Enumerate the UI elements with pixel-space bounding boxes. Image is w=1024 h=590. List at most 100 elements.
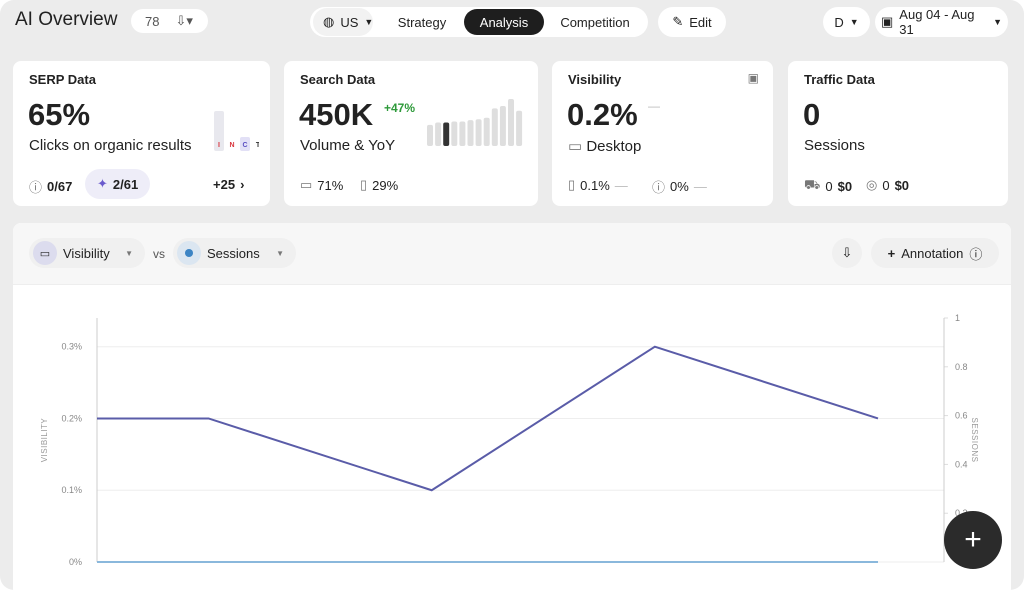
stat: ⛟ 0 $0 bbox=[804, 177, 852, 195]
caption-text: Desktop bbox=[586, 138, 642, 155]
icon: ▼ bbox=[849, 17, 859, 27]
icon bbox=[177, 241, 201, 265]
tab-label: Competition bbox=[560, 14, 630, 30]
stat-value: 0/67 bbox=[47, 179, 73, 194]
stat: ▭ 71% bbox=[300, 177, 343, 193]
intent-label: I bbox=[218, 142, 220, 149]
card-value: 0.2% bbox=[567, 97, 638, 132]
trend-bar bbox=[475, 119, 482, 146]
card-caption: ▭ Desktop bbox=[568, 137, 641, 155]
metric-select[interactable]: ▭ Visibility ▼ bbox=[29, 238, 145, 268]
icon: ▼ bbox=[125, 248, 133, 258]
annotation-button[interactable]: + Annotation ⓘ bbox=[871, 238, 999, 268]
stat: ▯ 29% bbox=[360, 177, 398, 193]
device: D bbox=[834, 14, 844, 30]
card-change: — bbox=[648, 99, 660, 113]
trend-bar bbox=[516, 110, 523, 146]
stat-change: — bbox=[614, 177, 628, 193]
card[interactable]: Visibility ▣ 0.2% — ▭ Desktop ▯ 0.1% — ⓘ 0%… bbox=[552, 61, 773, 206]
card[interactable]: Traffic Data 0 Sessions ⛟ 0 $0 ◎ 0 $0 bbox=[788, 61, 1008, 206]
icon: ⇩▾ bbox=[175, 13, 193, 28]
edit: Edit bbox=[689, 14, 712, 30]
card-caption: Sessions bbox=[804, 137, 865, 154]
icon: ▼ bbox=[364, 17, 374, 27]
country: US bbox=[340, 14, 359, 30]
stat: ⓘ 0/67 bbox=[29, 177, 72, 196]
stat-value: 0 bbox=[882, 177, 890, 193]
icon: ▭ bbox=[300, 177, 313, 192]
metric-select[interactable]: Sessions ▼ bbox=[173, 238, 296, 268]
card-value: 450K bbox=[299, 97, 374, 132]
stat: ▯ 0.1% — bbox=[568, 177, 628, 193]
icon: ▣ bbox=[881, 14, 894, 29]
icon: ⓘ bbox=[29, 180, 43, 195]
stat-value: 0% bbox=[670, 179, 689, 194]
tab[interactable]: Competition bbox=[545, 9, 645, 35]
tab[interactable]: Analysis bbox=[464, 9, 544, 35]
stat-value: 29% bbox=[372, 177, 399, 193]
intent-bar bbox=[214, 111, 224, 151]
stat: ◎ 0 $0 bbox=[866, 177, 909, 193]
icon: ⛟ bbox=[804, 177, 821, 192]
icon: ⓘ bbox=[969, 246, 983, 262]
card-caption: Volume & YoY bbox=[300, 137, 396, 154]
card-title: Visibility bbox=[568, 72, 622, 87]
icon: ▼ bbox=[276, 248, 284, 258]
icon: ▼ bbox=[993, 17, 1002, 27]
card[interactable]: SERP Data 65% Clicks on organic results … bbox=[13, 61, 270, 206]
stat-value: 71% bbox=[317, 177, 344, 193]
trend-bar bbox=[451, 121, 458, 146]
icon: ▯ bbox=[360, 177, 368, 192]
tab[interactable]: Strategy bbox=[383, 9, 461, 35]
trend-bar bbox=[443, 122, 450, 146]
trend-bar bbox=[467, 120, 474, 146]
icon: ⓘ bbox=[652, 180, 666, 195]
tab-label: Strategy bbox=[397, 14, 447, 30]
trend-bar bbox=[435, 122, 442, 146]
icon: ▭ bbox=[33, 241, 57, 265]
tab-label: Analysis bbox=[479, 14, 529, 30]
stat-value: 2/61 bbox=[112, 176, 139, 192]
device-select[interactable]: D ▼ bbox=[823, 7, 870, 37]
vs: vs bbox=[153, 247, 165, 261]
icon: ✦ bbox=[97, 176, 108, 191]
metric: Visibility bbox=[63, 245, 110, 261]
download-button[interactable]: ⇩ bbox=[832, 238, 862, 268]
icon: ▭ bbox=[568, 138, 587, 155]
trend-bar bbox=[483, 117, 490, 146]
count: 78 bbox=[145, 13, 160, 29]
intent-bar bbox=[240, 137, 250, 151]
metric: Sessions bbox=[207, 245, 260, 261]
date-range: Aug 04 - Aug 31 bbox=[899, 7, 975, 37]
country-select[interactable]: ◍ US ▼ bbox=[313, 8, 373, 36]
date-select[interactable]: ▣ Aug 04 - Aug 31 ▼ bbox=[875, 7, 1008, 37]
stat[interactable]: ✦ 2/61 bbox=[85, 169, 151, 199]
edit-button[interactable]: ✎ Edit bbox=[658, 7, 726, 37]
card-title: Traffic Data bbox=[804, 72, 875, 87]
trend-bar bbox=[491, 108, 498, 146]
icon: › bbox=[240, 177, 245, 192]
stat-value: 0.1% bbox=[580, 177, 610, 193]
card-title: Search Data bbox=[300, 72, 376, 87]
intent-label: T bbox=[256, 142, 259, 149]
stat-change: — bbox=[693, 179, 707, 194]
stat-value: $0 bbox=[894, 177, 910, 193]
intent-label: C bbox=[242, 142, 247, 149]
card-title: SERP Data bbox=[29, 72, 96, 87]
count-badge[interactable]: 78 ⇩▾ bbox=[131, 9, 208, 33]
more[interactable]: +25 › bbox=[213, 177, 244, 192]
icon: ▣ bbox=[747, 71, 759, 85]
add-button[interactable]: + bbox=[944, 511, 1002, 569]
trend-bar bbox=[427, 124, 433, 146]
page-title: AI Overview bbox=[15, 9, 118, 30]
stat: ⓘ 0% — bbox=[652, 177, 707, 196]
card-value: 65% bbox=[28, 97, 91, 132]
trend-bar bbox=[508, 99, 514, 146]
trend-bar bbox=[499, 106, 506, 146]
card[interactable]: Search Data 450K +47% Volume & YoY ▭ 71% … bbox=[284, 61, 538, 206]
intent-label: N bbox=[229, 142, 234, 149]
card-value: 0 bbox=[803, 97, 821, 132]
trend-bar bbox=[459, 121, 466, 146]
